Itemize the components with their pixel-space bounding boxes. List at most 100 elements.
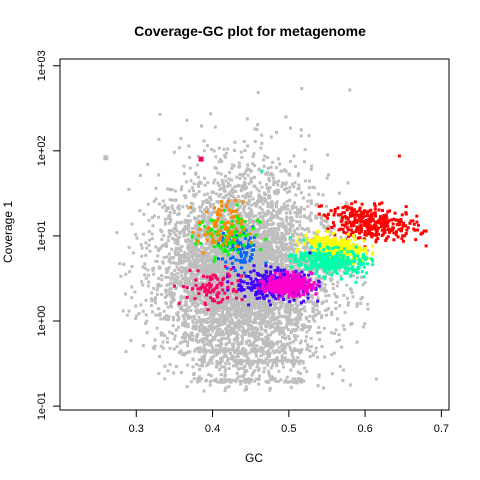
data-point-background (204, 235, 208, 238)
data-point-background (349, 383, 352, 387)
data-point-background (322, 225, 326, 229)
data-point-background (139, 243, 143, 247)
data-point-background (232, 251, 236, 255)
data-point-background (266, 250, 269, 253)
data-point-background (255, 250, 258, 254)
data-point-background (159, 344, 163, 348)
data-point-background (299, 339, 303, 343)
data-point-background (244, 214, 248, 218)
data-point-background (329, 279, 333, 283)
data-point-background (284, 310, 288, 314)
data-point-background (227, 244, 231, 248)
data-point-background (237, 264, 241, 268)
data-point-background (273, 227, 277, 231)
data-point-background (213, 166, 217, 170)
data-point-background (313, 186, 316, 190)
data-point-background (129, 338, 133, 342)
data-point-background (261, 221, 265, 225)
data-point-background (190, 301, 194, 305)
data-point-background (244, 313, 248, 316)
data-point-background (342, 293, 346, 297)
data-point-background (264, 213, 267, 216)
data-point-background (246, 263, 250, 267)
data-point-background (188, 166, 192, 170)
data-point-background (291, 233, 295, 236)
data-point-background (272, 342, 276, 346)
data-point-background (173, 238, 176, 241)
data-point-background (262, 158, 266, 162)
data-point-background (252, 274, 256, 278)
data-point-background (154, 313, 158, 317)
data-point-background (246, 294, 250, 298)
data-point-background (213, 318, 217, 322)
data-point-background (183, 274, 187, 277)
data-point-background (286, 305, 289, 309)
data-point-background (303, 366, 307, 370)
data-point-background (293, 230, 297, 234)
data-point-background (269, 299, 273, 303)
data-point-background (223, 389, 227, 393)
data-point-background (300, 227, 304, 230)
data-point-background (309, 336, 313, 340)
data-point-background (308, 179, 311, 183)
data-point-background (291, 304, 294, 308)
data-point-background (119, 274, 123, 278)
data-point-background (236, 294, 240, 297)
data-point-background (273, 358, 277, 361)
data-point-background (171, 295, 175, 299)
data-point-background (189, 337, 193, 341)
data-point-background (289, 222, 292, 226)
data-point-background (187, 257, 191, 261)
data-point-background (342, 328, 346, 331)
data-point-background (173, 189, 177, 193)
data-point-background (254, 288, 258, 291)
data-point-background (264, 258, 268, 261)
data-point-background (288, 241, 292, 245)
data-point-background (284, 115, 288, 119)
data-point-background (279, 305, 283, 309)
data-point-background (251, 346, 255, 350)
data-point-background (156, 285, 160, 289)
data-point-background (193, 317, 197, 321)
data-point-background (222, 313, 226, 317)
data-point-background (228, 295, 232, 299)
data-point-background (150, 297, 153, 301)
data-point-background (236, 225, 240, 229)
data-point-background (248, 220, 252, 224)
data-point-background (279, 266, 283, 270)
data-point-background (205, 318, 209, 322)
data-point-background (171, 281, 174, 285)
data-point-background (185, 118, 189, 122)
data-point-background (243, 185, 247, 188)
data-point-background (266, 235, 270, 239)
data-point-background (171, 324, 175, 328)
data-point-background (184, 267, 188, 271)
data-point-background (177, 260, 181, 264)
data-point-background (252, 318, 256, 321)
data-point-background (292, 380, 295, 384)
data-point-background (355, 302, 359, 306)
data-point-background (140, 280, 144, 284)
data-point-background (191, 327, 195, 331)
data-point-background (259, 260, 263, 264)
data-point-background (230, 322, 234, 325)
data-point-background (243, 183, 247, 187)
data-point-background (275, 189, 278, 193)
data-point-background (163, 364, 167, 368)
chart-title: Coverage-GC plot for metagenome (134, 23, 366, 39)
data-point-background (267, 196, 271, 200)
data-point-background (262, 164, 266, 168)
data-point-background (196, 223, 200, 227)
data-point-background (152, 272, 156, 276)
data-point-background (250, 373, 254, 377)
data-point-background (201, 259, 205, 263)
data-point-background (275, 356, 279, 360)
data-point-background (186, 350, 190, 354)
data-point-background (141, 309, 145, 313)
data-point-background (269, 333, 272, 337)
data-point-background (322, 288, 326, 292)
data-point-background (355, 340, 359, 344)
data-point-background (285, 298, 289, 302)
data-point-background (280, 233, 284, 237)
data-point-background (268, 326, 272, 330)
